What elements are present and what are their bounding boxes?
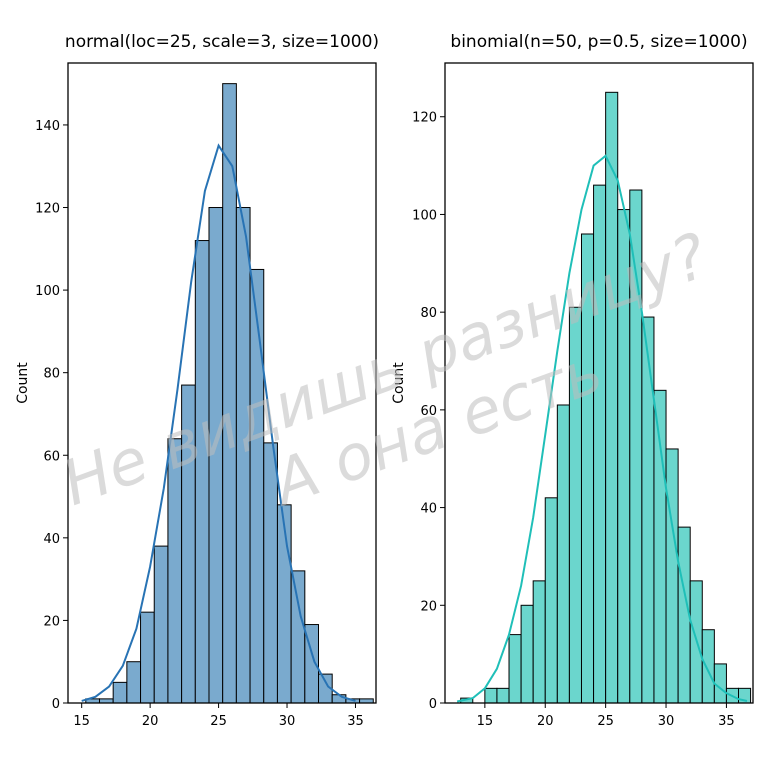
histogram-bar (713, 663, 727, 704)
y-tick-label: 60 (43, 449, 60, 464)
y-axis-label: Count (15, 362, 31, 404)
y-tick-label: 120 (412, 111, 437, 126)
histogram-bar (290, 570, 306, 704)
y-tick-label: 40 (420, 502, 437, 517)
y-tick-label: 40 (43, 532, 60, 547)
histogram-bar (153, 545, 169, 704)
y-tick-label: 0 (52, 697, 60, 712)
normal-histogram-panel: normal(loc=25, scale=3, size=1000) Count… (15, 32, 379, 729)
y-tick-label: 140 (35, 119, 60, 134)
y-tick-label: 60 (420, 404, 437, 419)
histogram-bar (641, 316, 655, 704)
y-axis-label: Count (391, 362, 407, 404)
histogram-bar (331, 694, 347, 704)
x-tick-label: 35 (347, 714, 364, 729)
x-tick-label: 20 (142, 714, 159, 729)
chart-title: normal(loc=25, scale=3, size=1000) (65, 32, 379, 52)
histogram-bar (126, 661, 142, 704)
histogram-bar (544, 497, 558, 704)
histogram-bar (276, 504, 292, 704)
kde-line (456, 154, 748, 703)
axis-ticks: 15 20 25 30 35 0 20 40 60 80 100 120 (412, 111, 735, 729)
histogram-bar (484, 687, 498, 704)
x-tick-label: 15 (477, 714, 494, 729)
histogram-bar (532, 580, 546, 704)
y-tick-label: 80 (43, 367, 60, 382)
histogram-bar (249, 268, 265, 704)
kde-line (81, 143, 356, 702)
histogram-bar (520, 604, 534, 704)
chart-title: binomial(n=50, p=0.5, size=1000) (450, 32, 747, 52)
y-tick-label: 120 (35, 202, 60, 217)
x-tick-label: 25 (597, 714, 614, 729)
histogram-bar (508, 634, 522, 704)
x-tick-label: 15 (73, 714, 90, 729)
x-tick-label: 30 (658, 714, 675, 729)
binomial-histogram-panel: binomial(n=50, p=0.5, size=1000) Count 1… (391, 32, 754, 729)
x-tick-label: 25 (210, 714, 227, 729)
plot-marks (81, 83, 374, 704)
plot-marks (456, 91, 752, 704)
y-tick-label: 20 (420, 599, 437, 614)
histogram-bar (140, 611, 155, 704)
axis-ticks: 15 20 25 30 35 0 20 40 60 80 100 120 140 (35, 119, 364, 729)
histogram-bar (496, 687, 510, 704)
x-tick-label: 20 (537, 714, 554, 729)
y-tick-label: 20 (43, 614, 60, 629)
x-tick-label: 30 (279, 714, 296, 729)
plot-frame (444, 62, 754, 704)
y-tick-label: 100 (412, 208, 437, 223)
histogram-bar (701, 629, 715, 704)
x-tick-label: 35 (718, 714, 735, 729)
plot-frame (67, 62, 377, 704)
y-tick-label: 0 (429, 697, 437, 712)
y-tick-label: 80 (420, 306, 437, 321)
histogram-bar (112, 681, 128, 704)
histogram-bar (665, 448, 679, 704)
y-tick-label: 100 (35, 284, 60, 299)
histogram-bar (556, 404, 570, 704)
